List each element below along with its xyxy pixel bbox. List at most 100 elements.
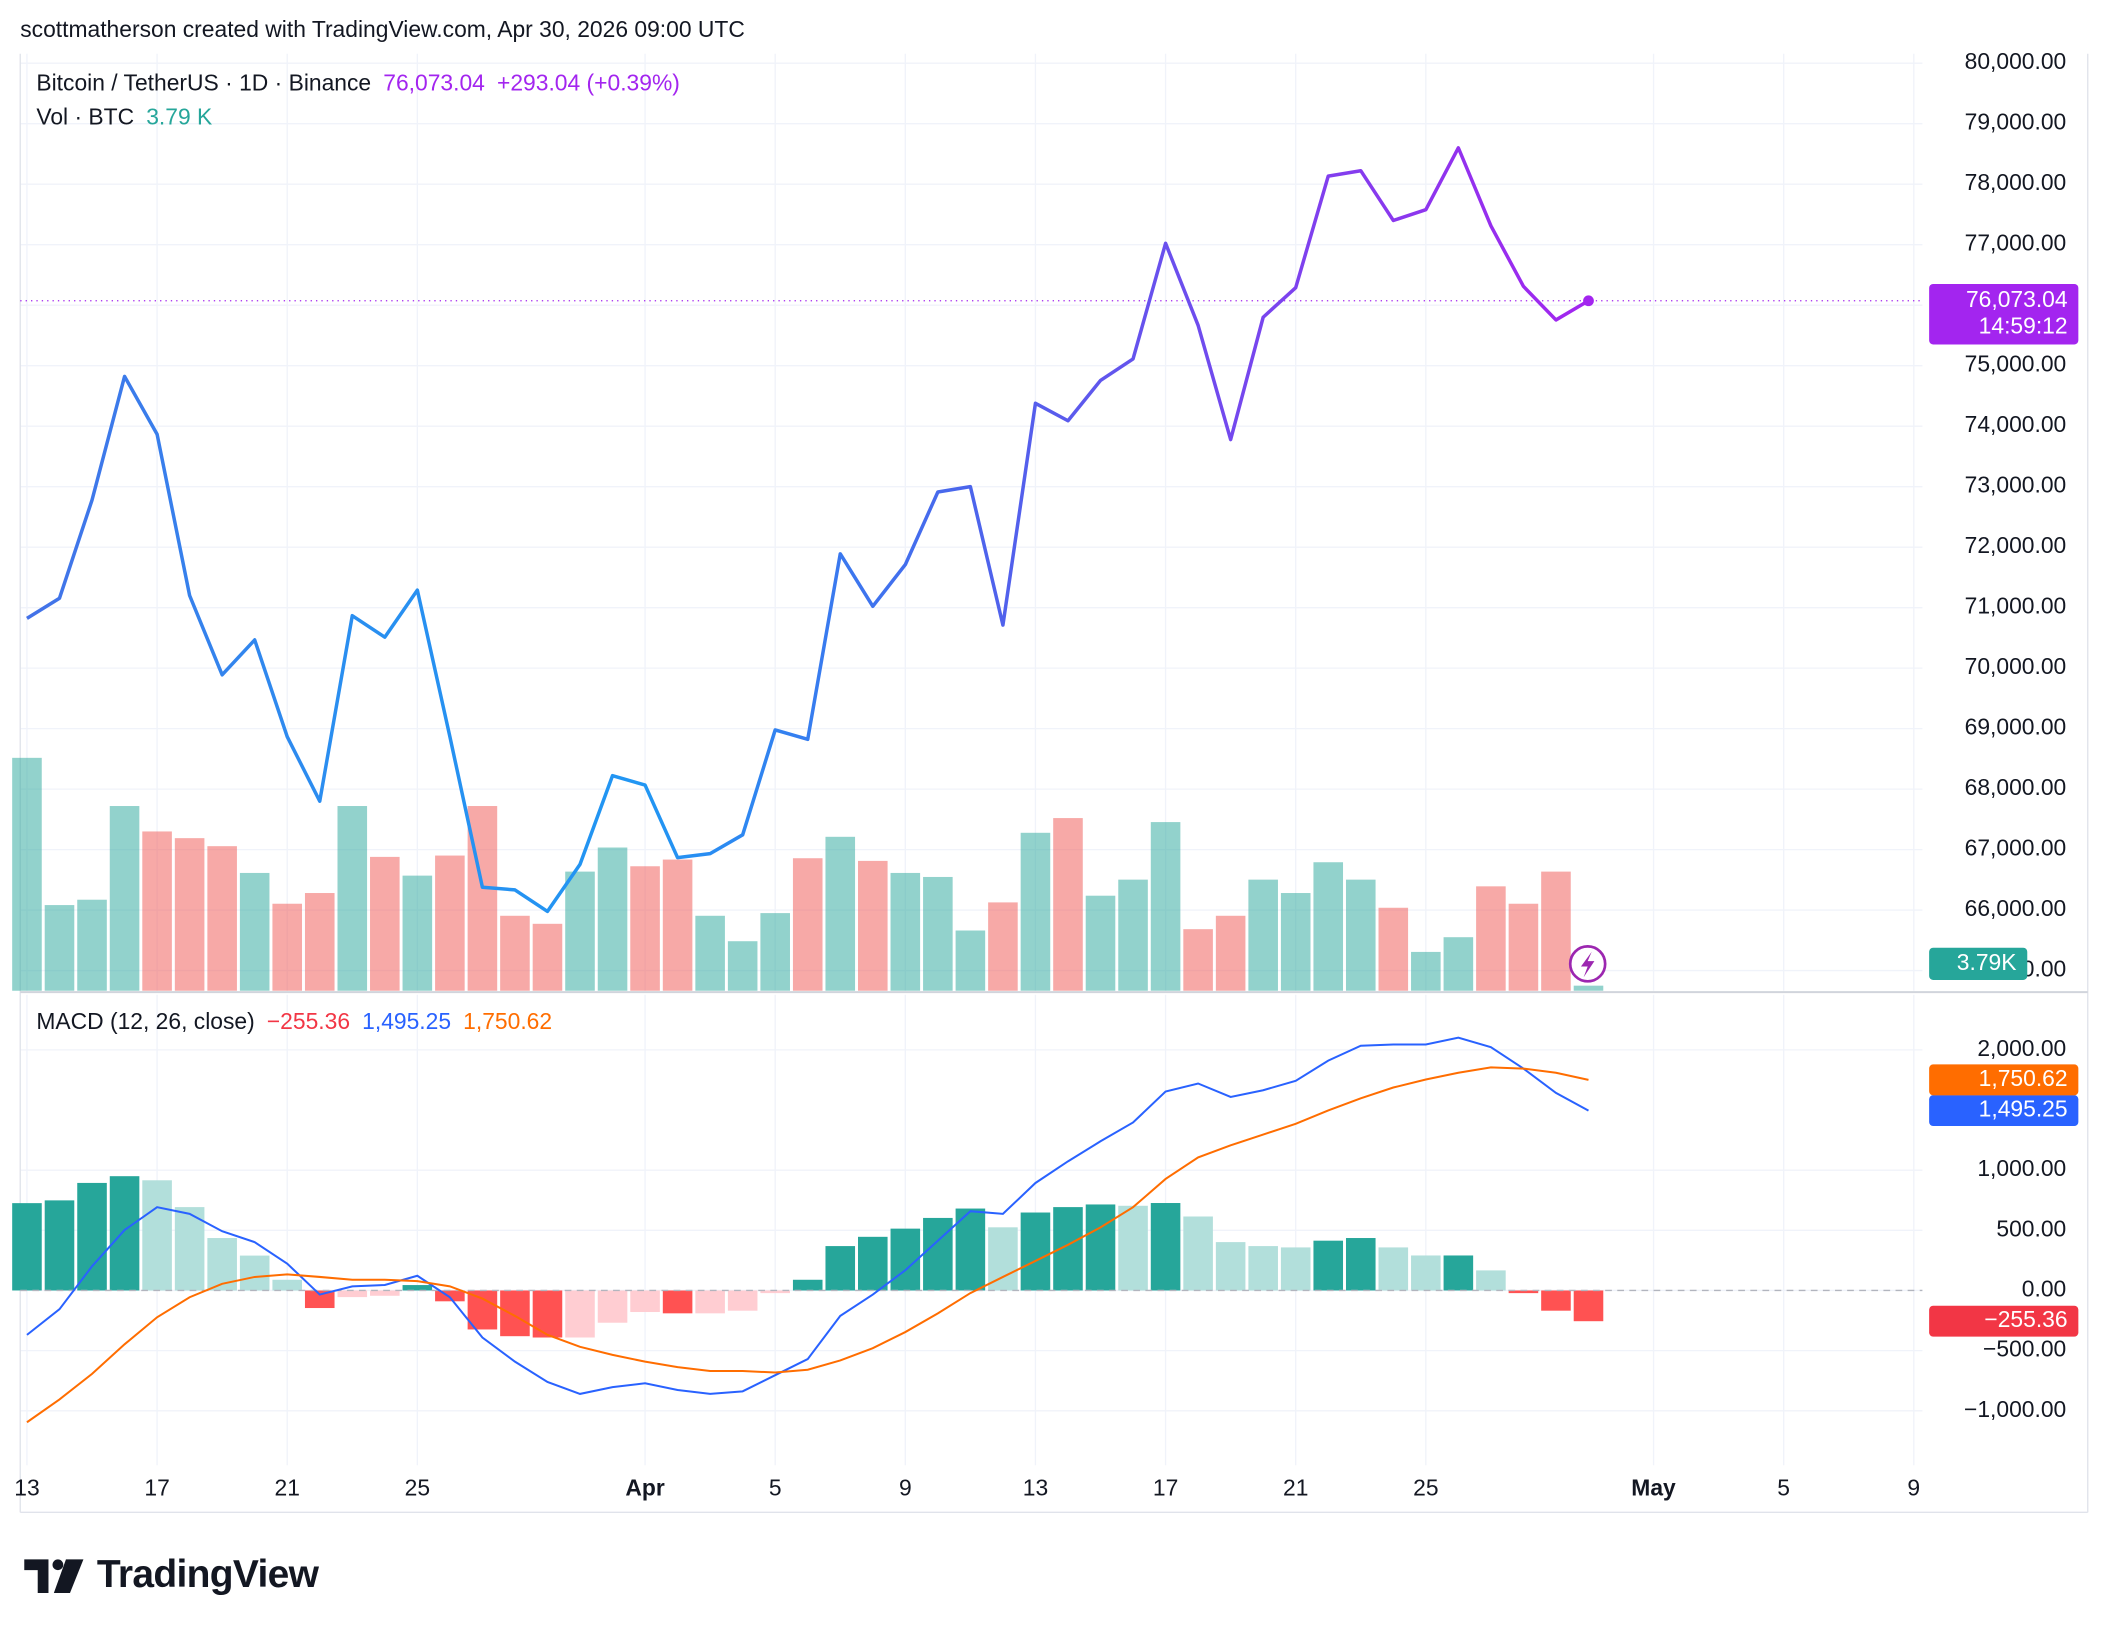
macd-axis-label <box>1929 1305 2079 1337</box>
macd-line <box>26 1036 1589 1395</box>
histogram-bar <box>955 1208 986 1291</box>
histogram-bar <box>792 1279 823 1291</box>
y-tick-label: 69,000.00 <box>1965 714 2067 740</box>
x-tick-label: 17 <box>144 1475 169 1501</box>
histogram-bar <box>1541 1290 1571 1311</box>
histogram-bar <box>1020 1212 1051 1291</box>
volume-bar <box>1476 886 1506 991</box>
y-tick-label: 2,000.00 <box>1977 1035 2066 1061</box>
histogram-bar <box>858 1236 888 1291</box>
macd-legend: MACD (12, 26, close) −255.36 1,495.25 1,750… <box>36 1008 552 1034</box>
x-tick-label: 5 <box>1777 1475 1790 1501</box>
y-tick-label: −1,000.00 <box>1964 1396 2066 1422</box>
x-tick-label: 25 <box>1413 1475 1438 1501</box>
x-tick-label: May <box>1631 1475 1676 1501</box>
x-tick-label: 21 <box>275 1475 300 1501</box>
histogram-bar <box>597 1290 628 1323</box>
histogram-bar <box>1345 1238 1376 1291</box>
legend-name: MACD (12, 26, close) <box>36 1008 254 1034</box>
volume-bar <box>988 902 1018 991</box>
histogram-bar <box>402 1285 433 1291</box>
y-tick-label: 75,000.00 <box>1965 351 2067 377</box>
volume-bar <box>402 875 433 991</box>
volume-bar <box>1183 929 1213 991</box>
volume-bar <box>923 876 953 991</box>
macd-axis-label <box>1929 1064 2079 1096</box>
volume-bar <box>1313 862 1344 991</box>
volume-bar <box>760 913 790 991</box>
marks-layer: 13 17 21 25 Apr 5 9 13 17 21 25 May 5 9 80,000.00 79,00… <box>12 48 2079 1501</box>
histogram-bar <box>1085 1204 1116 1291</box>
y-tick-label: 74,000.00 <box>1965 411 2067 437</box>
histogram-bar <box>12 1203 42 1291</box>
volume-bar <box>1280 893 1311 991</box>
histogram-bar <box>500 1290 530 1337</box>
volume-legend: Vol · BTC 3.79 K <box>36 103 212 129</box>
legend-value: 1,750.62 <box>463 1008 552 1034</box>
volume-bar <box>435 855 465 991</box>
macd-axis-label-text: 1,750.62 <box>1979 1065 2068 1091</box>
logo-mark <box>53 1559 84 1593</box>
histogram-bar <box>1280 1247 1311 1291</box>
price-axis-label <box>1929 283 2079 345</box>
volume-bar <box>792 858 823 991</box>
histogram-bar <box>142 1180 172 1291</box>
volume-bar <box>955 930 986 991</box>
histogram-bar <box>370 1290 400 1296</box>
volume-bar <box>662 859 693 991</box>
histogram-bar <box>1443 1255 1474 1291</box>
volume-bar <box>532 923 563 991</box>
logo: TradingView <box>24 1553 320 1596</box>
histogram-bar <box>890 1228 921 1291</box>
histogram-bar <box>174 1207 205 1291</box>
histogram-bar <box>825 1246 856 1291</box>
y-tick-label: 77,000.00 <box>1965 230 2067 256</box>
y-tick-label: 73,000.00 <box>1965 472 2067 498</box>
volume-bar <box>12 757 42 991</box>
volume-bar <box>109 806 140 991</box>
volume-bar <box>1020 832 1051 991</box>
volume-bar <box>630 866 660 991</box>
x-tick-label: Apr <box>625 1475 664 1501</box>
histogram-bar <box>304 1290 335 1309</box>
price-axis-label-text: 76,073.04 <box>1966 286 2068 312</box>
y-tick-label: 67,000.00 <box>1965 835 2067 861</box>
histogram-bar <box>727 1290 758 1311</box>
x-tick-label: 25 <box>405 1475 430 1501</box>
volume-bar <box>304 893 335 991</box>
volume-bar <box>858 860 888 991</box>
y-tick-label: 80,000.00 <box>1965 48 2067 74</box>
x-tick-label: 17 <box>1153 1475 1178 1501</box>
volume-bar <box>239 872 270 991</box>
histogram-bar <box>44 1200 75 1291</box>
histogram-bar <box>109 1176 140 1291</box>
volume-bar <box>1118 879 1148 991</box>
volume-bar <box>174 838 205 991</box>
histogram-bar <box>1508 1290 1539 1294</box>
y-tick-label: 1,000.00 <box>1977 1155 2066 1181</box>
price-line-series <box>26 146 1590 914</box>
histogram-bar <box>1378 1247 1409 1291</box>
histogram-bar <box>435 1290 465 1302</box>
histogram-bar <box>1215 1242 1246 1291</box>
y-tick-label: 79,000.00 <box>1965 109 2067 135</box>
background-layer <box>20 53 1923 1466</box>
x-tick-label: 13 <box>14 1475 39 1501</box>
volume-bar <box>370 856 400 991</box>
x-tick-label: 13 <box>1023 1475 1048 1501</box>
volume-bar <box>727 941 758 991</box>
volume-bar <box>207 846 237 991</box>
y-tick-label: 78,000.00 <box>1965 169 2067 195</box>
price-legend: Bitcoin / TetherUS · 1D · Binance 76,073.… <box>36 70 680 96</box>
histogram-bar <box>1248 1246 1278 1291</box>
histogram-bar <box>337 1290 368 1298</box>
alert-bolt <box>1580 951 1595 978</box>
logo-mark <box>52 1559 64 1571</box>
x-tick-label: 21 <box>1283 1475 1308 1501</box>
volume-bar <box>1443 937 1474 991</box>
x-tick-label: 9 <box>899 1475 912 1501</box>
histogram-bar <box>467 1290 498 1330</box>
macd-line <box>26 1066 1589 1424</box>
histogram-bar <box>272 1279 303 1291</box>
